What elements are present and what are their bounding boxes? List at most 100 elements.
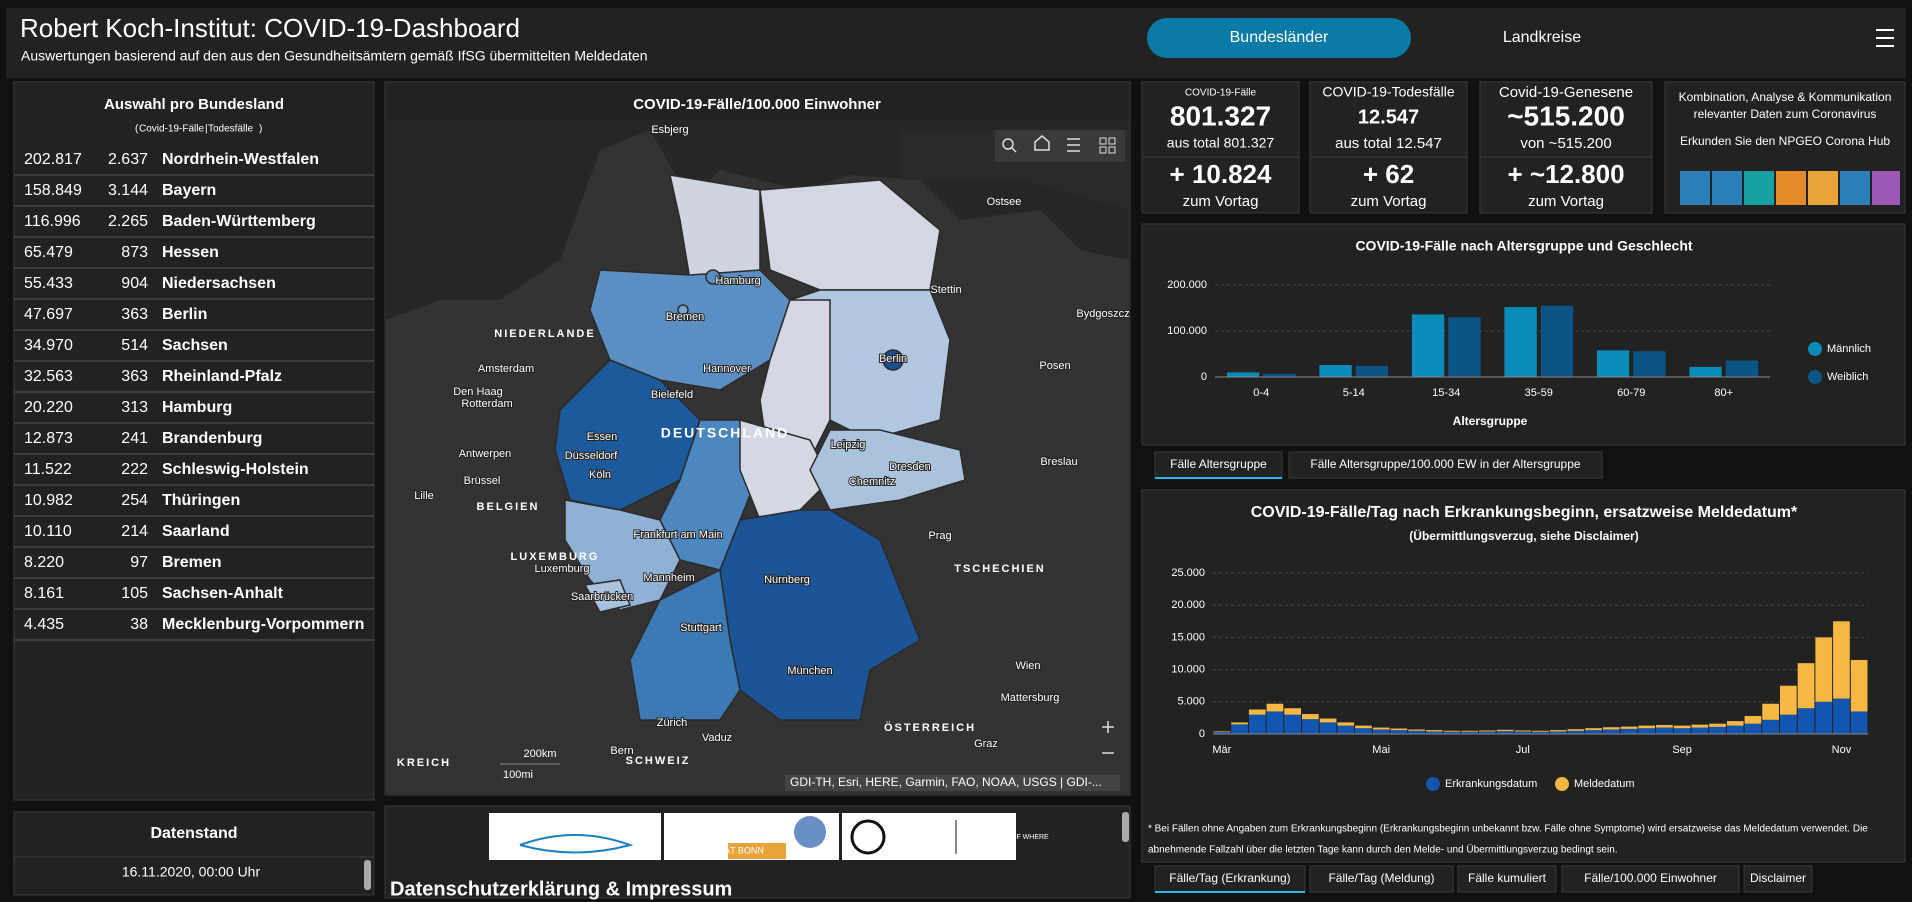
tab[interactable]	[1154, 865, 1306, 893]
card-value: ~515.200	[1507, 100, 1625, 131]
hub-icons[interactable]	[1680, 171, 1900, 205]
bar	[1532, 730, 1549, 732]
state-name: Mecklenburg-Vorpommern	[162, 616, 364, 633]
state-row[interactable]: 10.982 254 Thüringen	[14, 492, 374, 517]
state-row[interactable]: 10.110 214 Saarland	[14, 523, 374, 548]
axis-title: Altersgruppe	[1453, 414, 1528, 428]
city-label: Essen	[587, 431, 618, 443]
city-label: Wien	[1015, 660, 1040, 672]
header-subtitle: Auswertungen basierend auf den aus den G…	[21, 48, 648, 64]
state-row[interactable]: 32.563 363 Rheinland-Pfalz	[14, 368, 374, 393]
bar	[1479, 731, 1496, 734]
state-row[interactable]: 65.479 873 Hessen	[14, 244, 374, 269]
state-row[interactable]: 47.697 363 Berlin	[14, 306, 374, 331]
scrollbar	[1122, 812, 1129, 842]
state-row[interactable]: 158.849 3.144 Bayern	[14, 182, 374, 207]
tab-label[interactable]: Fälle/100.000 Einwohner	[1584, 871, 1717, 885]
city-label: Rotterdam	[461, 398, 512, 410]
tab[interactable]	[1309, 865, 1454, 893]
bar	[1496, 731, 1514, 734]
bar	[1411, 314, 1445, 377]
state-row[interactable]: 202.817 2.637 Nordrhein-Westfalen	[14, 151, 374, 176]
city-label: München	[787, 665, 832, 677]
state-name: Berlin	[162, 306, 207, 323]
bar	[1850, 659, 1868, 712]
state-cases: 34.970	[24, 337, 73, 354]
state-name: Schleswig-Holstein	[162, 461, 309, 478]
tab-label[interactable]: Fälle/Tag (Meldung)	[1328, 871, 1434, 885]
city-label: Chemnitz	[849, 476, 895, 488]
tab-active[interactable]	[1147, 18, 1411, 58]
states-panel	[13, 81, 375, 801]
panel-title: Auswahl pro Bundesland	[104, 96, 284, 113]
state-row[interactable]: 8.161 105 Sachsen-Anhalt	[14, 585, 374, 610]
chart-title: COVID-19-Fälle nach Altersgruppe und Ges…	[1355, 238, 1692, 254]
bar	[1372, 729, 1390, 734]
state-deaths: 214	[121, 523, 148, 540]
city-label: Hamburg	[715, 275, 760, 287]
legend-swatch	[1555, 777, 1569, 791]
tab-label[interactable]: Fälle Altersgruppe/100.000 EW in der Alt…	[1310, 457, 1580, 471]
stat-card	[1141, 81, 1300, 214]
card-delta: + 10.824	[1170, 159, 1272, 189]
city-label: Mannheim	[643, 572, 694, 584]
bar	[1390, 728, 1408, 731]
city-label: Graz	[974, 738, 998, 750]
bar	[1540, 305, 1574, 377]
status-panel	[13, 811, 375, 896]
nav-tab[interactable]: Landkreise	[1503, 29, 1581, 46]
bar	[1779, 714, 1797, 734]
bar	[1673, 725, 1691, 729]
state-row[interactable]: 34.970 514 Sachsen	[14, 337, 374, 362]
state-name: Nordrhein-Westfalen	[162, 151, 319, 168]
city-label: Ostsee	[987, 196, 1022, 208]
bar	[1633, 351, 1666, 377]
card-title: COVID-19-Todesfälle	[1322, 84, 1454, 100]
tab-label[interactable]: Fälle/Tag (Erkrankung)	[1169, 871, 1290, 885]
legend-swatch	[1808, 370, 1822, 384]
tab-label[interactable]: Fälle Altersgruppe	[1170, 457, 1267, 471]
legend-label: Männlich	[1827, 343, 1871, 355]
bar	[1726, 721, 1744, 726]
state-name: Sachsen-Anhalt	[162, 585, 284, 602]
state-row[interactable]: 116.996 2.265 Baden-Württemberg	[14, 213, 374, 238]
state-row[interactable]: 20.220 313 Hamburg	[14, 399, 374, 424]
state-row[interactable]: 55.433 904 Niedersachsen	[14, 275, 374, 300]
tab-label[interactable]: Disclaimer	[1750, 871, 1806, 885]
bar	[1263, 373, 1296, 377]
city-label: Bydgoszcz	[1076, 308, 1129, 320]
tab[interactable]	[1743, 865, 1813, 893]
hub-link[interactable]: Erkunden Sie den NPGEO Corona Hub	[1680, 134, 1890, 148]
status-title: Datenstand	[150, 825, 237, 842]
state-name: Niedersachsen	[162, 275, 276, 292]
map-toolbar[interactable]	[995, 130, 1125, 162]
scale-label: 100mi	[503, 769, 533, 781]
bar	[1532, 731, 1549, 734]
map-title: COVID-19-Fälle/100.000 Einwohner	[633, 96, 881, 113]
bar	[1213, 731, 1231, 733]
bar	[1443, 731, 1461, 734]
city-label: Antwerpen	[459, 448, 512, 460]
zoom-control[interactable]	[1096, 712, 1120, 762]
privacy-link[interactable]: Datenschutzerklärung & Impressum	[390, 878, 732, 900]
state-row[interactable]: 4.435 38 Mecklenburg-Vorpommern	[14, 616, 374, 641]
bar	[1248, 714, 1266, 734]
city-label: Mattersburg	[1001, 692, 1060, 704]
state-row[interactable]: 11.522 222 Schleswig-Holstein	[14, 461, 374, 486]
state-row[interactable]: 12.873 241 Brandenburg	[14, 430, 374, 455]
menu-icon[interactable]	[1876, 29, 1894, 47]
nav-tab[interactable]: Bundesländer	[1230, 29, 1329, 46]
tab[interactable]	[1288, 451, 1603, 479]
tab[interactable]	[1457, 865, 1557, 893]
state-row[interactable]: 8.220 97 Bremen	[14, 554, 374, 579]
state-cases: 4.435	[24, 616, 64, 633]
city-label: Hannover	[703, 363, 751, 375]
card-total: aus total 801.327	[1167, 135, 1275, 151]
tab[interactable]	[1561, 865, 1740, 893]
state-list: 202.817 2.637 Nordrhein-Westfalen 158.849 3.…	[14, 151, 374, 641]
bar	[1549, 730, 1567, 732]
city-label: Dresden	[889, 461, 931, 473]
city-label: Den Haag	[453, 386, 503, 398]
country-label: SCHWEIZ	[626, 755, 691, 767]
tab-label[interactable]: Fälle kumuliert	[1468, 871, 1547, 885]
